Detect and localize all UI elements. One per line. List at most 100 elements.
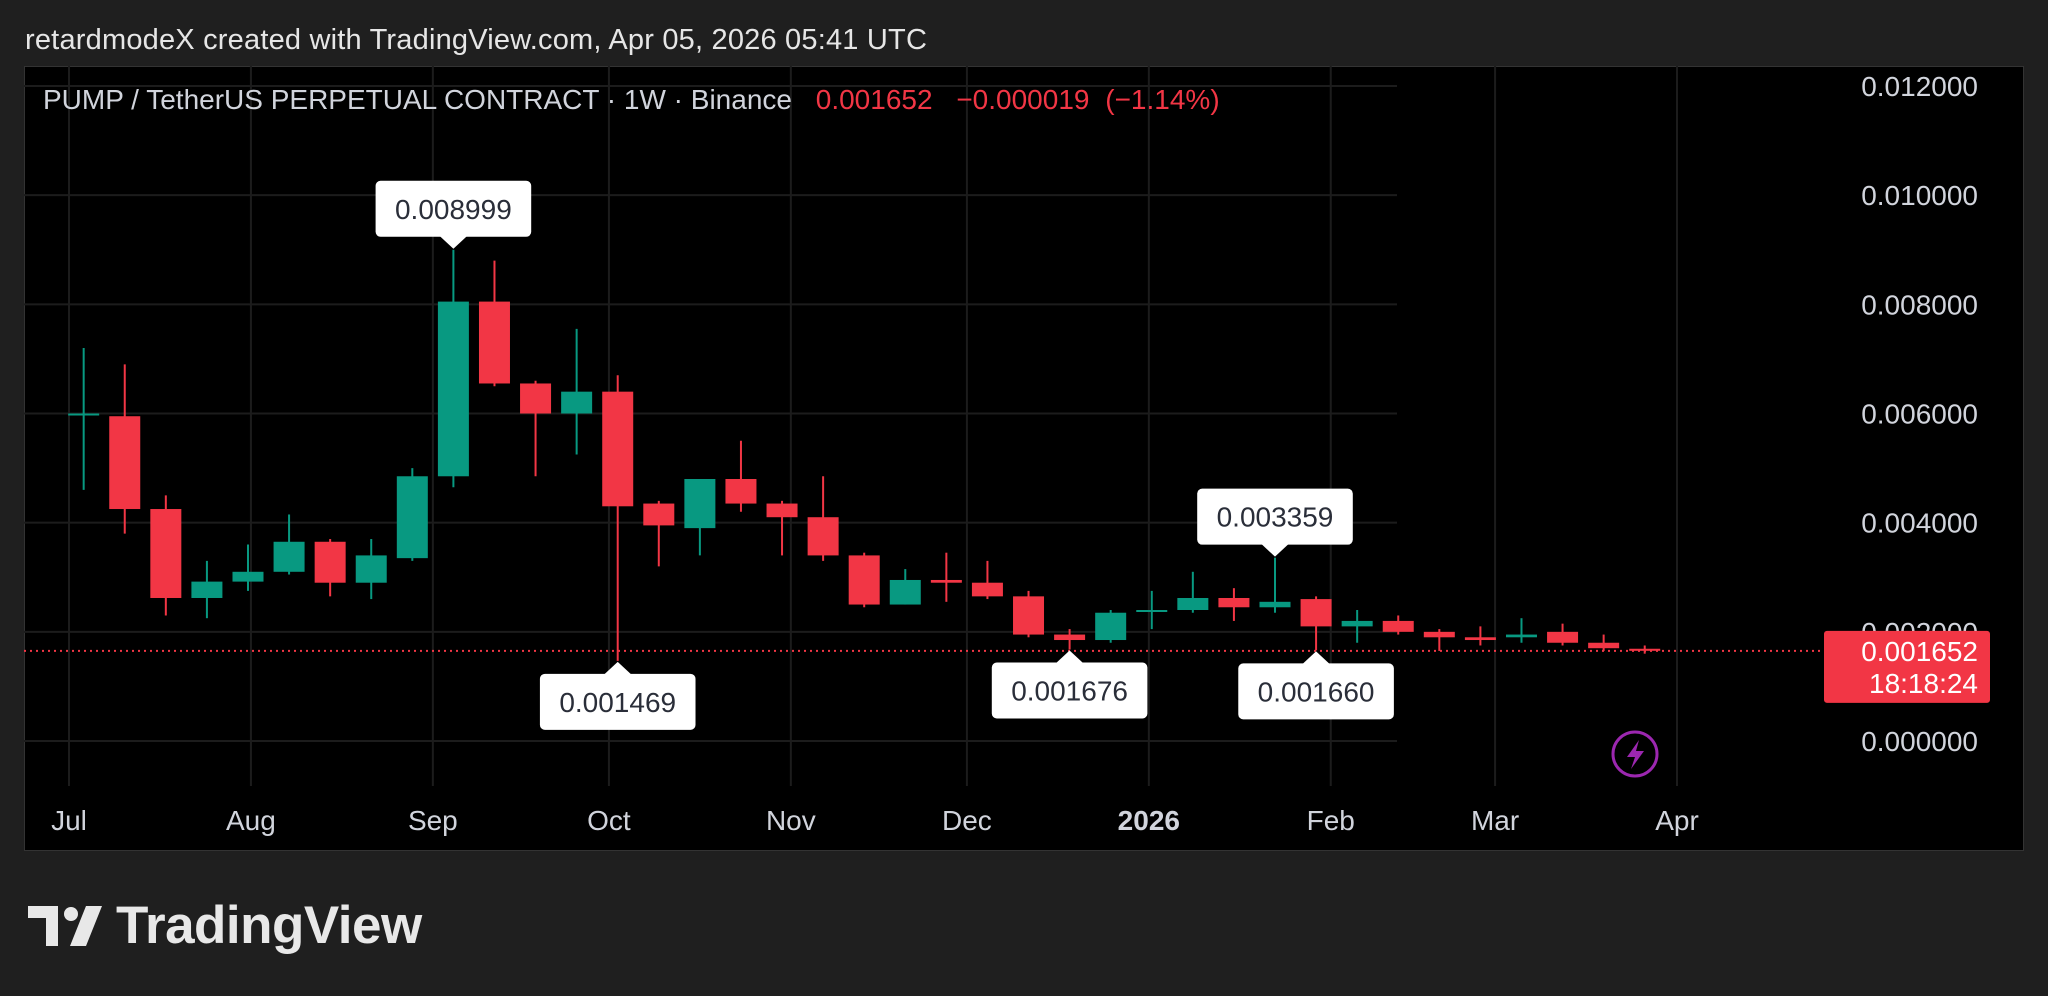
legend-change: −0.000019 — [956, 84, 1089, 115]
annotation-text: 0.003359 — [1217, 502, 1334, 533]
annotation-box — [1197, 488, 1353, 545]
price-annotation: 0.008999 — [375, 180, 532, 249]
annotation-text: 0.001469 — [559, 687, 676, 718]
candle-body — [273, 541, 305, 572]
x-tick-label: Oct — [587, 805, 631, 836]
candle-body — [1382, 620, 1414, 632]
candle-down — [971, 560, 1003, 600]
annotation-pointer — [1055, 650, 1084, 664]
candle-down — [1547, 623, 1579, 646]
candle-body — [1177, 597, 1209, 610]
candle-body — [643, 503, 675, 526]
candle-body — [1588, 642, 1620, 649]
candle-down — [1629, 645, 1661, 654]
x-tick-label: Nov — [766, 805, 816, 836]
annotation-text: 0.008999 — [395, 194, 512, 225]
candle-down — [848, 552, 880, 608]
candle-down — [314, 539, 346, 597]
y-tick-label: 0.008000 — [1861, 289, 1978, 320]
candle-body — [1054, 634, 1086, 641]
candle-up — [1505, 618, 1537, 643]
x-axis: Jul Aug Sep Oct Nov Dec 2026 Feb Mar Apr — [51, 805, 1699, 836]
candle-body — [520, 383, 552, 414]
grid-lines — [24, 66, 1678, 786]
price-annotation: 0.001676 — [991, 650, 1148, 719]
price-annotation: 0.001660 — [1238, 651, 1394, 720]
candle-up — [355, 539, 387, 600]
candle-down — [643, 500, 675, 567]
candle-up — [1095, 610, 1127, 643]
candle-body — [766, 503, 798, 518]
annotation-pointer — [1302, 651, 1331, 665]
candle-body — [478, 301, 510, 384]
candle-body — [889, 579, 921, 605]
candle-down — [602, 375, 634, 661]
annotation-pointer — [1261, 543, 1289, 557]
annotation-box — [1238, 663, 1394, 720]
candle-body — [191, 581, 223, 598]
candle-body — [314, 541, 346, 583]
candle-up — [684, 479, 716, 556]
annotation-pointer — [603, 661, 632, 675]
candle-body — [602, 391, 634, 507]
chart-panel[interactable] — [24, 66, 2024, 851]
y-tick-label: 0.000000 — [1861, 726, 1978, 757]
candle-body — [725, 479, 757, 504]
annotation-text: 0.001660 — [1258, 676, 1375, 707]
candle-down — [766, 500, 798, 556]
legend-sep-2: · — [674, 84, 691, 115]
price-annotations: 0.008999 0.001469 0.001676 0.003359 0.001660 — [375, 180, 1394, 730]
candle-body — [1547, 631, 1579, 643]
candle-down — [1464, 626, 1496, 646]
y-tick-label: 0.006000 — [1861, 399, 1978, 430]
candle-body — [1259, 601, 1291, 608]
candle-body — [1464, 637, 1496, 641]
flash-icon[interactable] — [1611, 730, 1659, 778]
price-chart[interactable]: Jul Aug Sep Oct Nov Dec 2026 Feb Mar Apr 0.012000… — [24, 66, 2024, 851]
candle-down — [1054, 629, 1086, 650]
logo-text: TradingView — [116, 896, 422, 955]
candle-down — [520, 380, 552, 477]
candle-up — [1136, 590, 1168, 630]
candle-body — [1300, 599, 1332, 627]
candle-down — [109, 364, 141, 534]
annotation-pointer — [439, 235, 468, 249]
legend-symbol: PUMP / TetherUS PERPETUAL CONTRACT — [43, 84, 599, 115]
attribution-text: retardmodeX created with TradingView.com… — [25, 24, 928, 56]
candle-body — [437, 301, 469, 477]
candle-up — [273, 514, 305, 575]
candle-up — [232, 544, 264, 591]
candle-body — [396, 476, 428, 559]
candle-body — [1218, 597, 1250, 608]
candle-body — [232, 571, 264, 582]
tradingview-logo[interactable]: TradingView — [28, 895, 422, 956]
candle-body — [1629, 648, 1661, 651]
x-tick-label: Sep — [408, 805, 458, 836]
candle-body — [930, 579, 962, 583]
x-tick-label: Aug — [226, 805, 276, 836]
candle-down — [478, 260, 510, 387]
legend-exchange: Binance — [691, 84, 792, 115]
last-price-countdown: 18:18:24 — [1869, 668, 1978, 699]
candle-body — [561, 391, 593, 414]
legend-sep-1: · — [607, 84, 624, 115]
candle-body — [68, 413, 100, 416]
legend-interval: 1W — [624, 84, 667, 115]
candle-down — [1423, 629, 1455, 651]
y-tick-label: 0.004000 — [1861, 508, 1978, 539]
annotation-box — [539, 673, 696, 730]
legend-last-price: 0.001652 — [816, 84, 933, 115]
x-tick-label: Apr — [1655, 805, 1699, 836]
candle-body — [1505, 634, 1537, 638]
candle-body — [109, 416, 141, 510]
candle-down — [725, 440, 757, 512]
candle-body — [684, 479, 716, 529]
candle-down — [1300, 596, 1332, 651]
candle-body — [1013, 596, 1045, 635]
x-tick-label: Mar — [1471, 805, 1519, 836]
last-price-badge-value: 0.001652 — [1861, 636, 1978, 667]
candles — [68, 249, 1661, 661]
price-annotation: 0.001469 — [539, 661, 696, 730]
x-tick-label: Jul — [51, 805, 87, 836]
